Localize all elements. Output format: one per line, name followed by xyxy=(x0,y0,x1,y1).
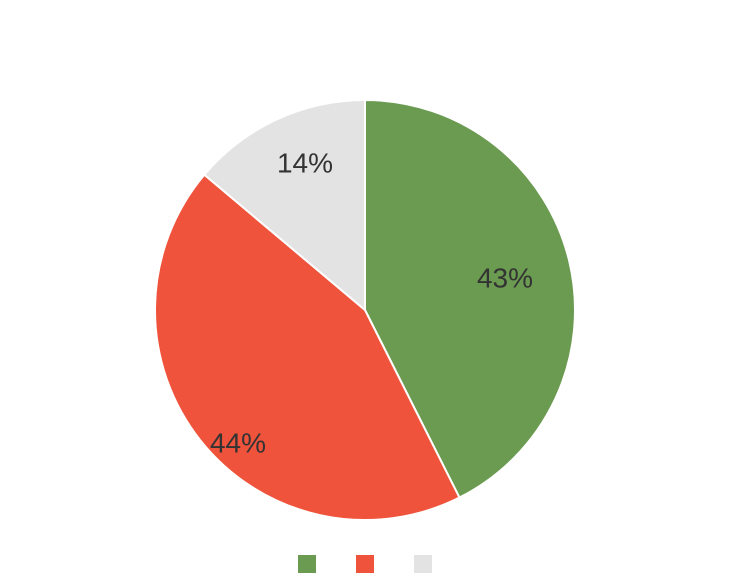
pie-chart-svg: 43% 44% 14% xyxy=(0,0,730,586)
legend-swatch xyxy=(414,555,432,573)
legend-swatch xyxy=(356,555,374,573)
slice-label: 14% xyxy=(277,147,333,178)
pie-chart-container: 43% 44% 14% xyxy=(0,0,730,586)
slice-label: 43% xyxy=(477,262,533,293)
legend-swatch xyxy=(298,555,316,573)
slice-label: 44% xyxy=(210,427,266,458)
